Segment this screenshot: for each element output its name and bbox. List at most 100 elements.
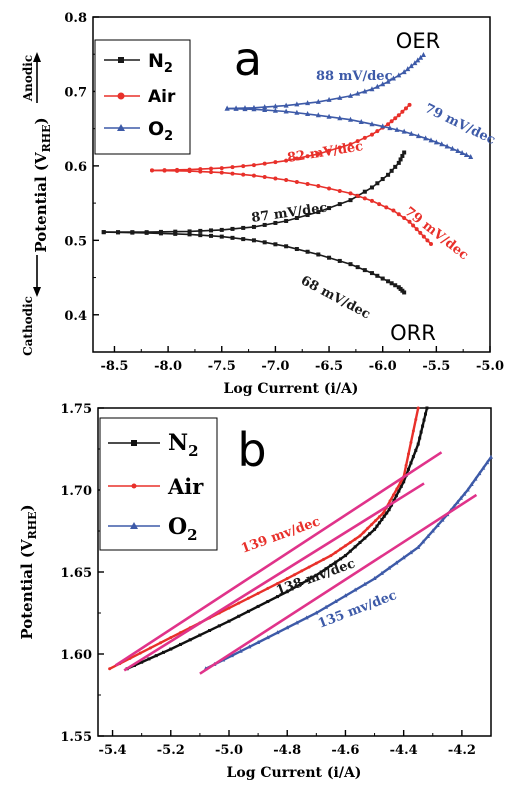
data-point [377, 202, 382, 207]
x-tick-label: -8.0 [154, 359, 182, 374]
data-point [241, 164, 246, 169]
data-point [284, 178, 289, 183]
data-point [233, 105, 239, 111]
data-point [283, 108, 289, 114]
legend-entry-o2: O2 [108, 514, 198, 544]
data-point [380, 518, 384, 522]
data-point [262, 240, 267, 245]
data-point [187, 232, 192, 237]
data-point [273, 242, 278, 247]
y-tick-label: 0.6 [64, 160, 87, 175]
cathodic-arrow [33, 255, 41, 297]
data-point [108, 667, 112, 671]
data-point [401, 128, 407, 134]
panel-a-plot-frame [92, 16, 491, 353]
data-point [459, 149, 465, 155]
data-point [198, 233, 203, 238]
y-tick-label: 0.4 [64, 309, 87, 324]
data-point [316, 252, 321, 257]
data-point [375, 181, 380, 186]
data-point [389, 281, 394, 286]
data-point [393, 164, 398, 169]
data-point [198, 228, 203, 233]
data-point [362, 530, 366, 534]
data-point [415, 57, 421, 63]
data-point [262, 104, 268, 110]
x-tick-label: -4.4 [390, 743, 418, 758]
data-point [329, 554, 333, 558]
data-point [375, 273, 380, 278]
data-point [425, 406, 429, 410]
data-point [230, 226, 235, 231]
data-point [285, 590, 289, 594]
data-point [405, 66, 411, 72]
data-point [379, 570, 384, 575]
data-point [425, 533, 430, 538]
data-point [343, 544, 347, 548]
data-point [148, 646, 152, 650]
data-point [366, 526, 370, 530]
data-point [388, 499, 392, 503]
series-line [151, 104, 411, 172]
data-point [396, 113, 401, 118]
panel-a-legend: N2 Air O2 [94, 39, 191, 155]
data-point [408, 63, 414, 69]
data-point [412, 60, 418, 66]
data-point [219, 227, 224, 232]
data-point [411, 455, 415, 459]
data-point [209, 233, 214, 238]
data-point [337, 94, 343, 100]
data-point [343, 593, 348, 598]
x-tick-label: -4.2 [448, 743, 476, 758]
data-point [339, 547, 343, 551]
data-point [314, 573, 318, 577]
data-point [348, 540, 352, 544]
panel-b-series [108, 406, 493, 675]
data-point [386, 122, 391, 127]
data-point [348, 92, 354, 98]
data-point [265, 635, 270, 640]
data-point [408, 130, 414, 136]
data-point [418, 230, 423, 235]
data-point [159, 641, 163, 645]
data-point [309, 576, 313, 580]
data-point [315, 98, 321, 104]
data-point [389, 119, 394, 124]
data-point [421, 539, 426, 544]
data-point [430, 528, 435, 533]
data-point [251, 163, 256, 168]
data-point [208, 628, 212, 632]
data-point [315, 112, 321, 118]
data-point [409, 440, 413, 444]
data-point [162, 168, 167, 173]
data-point [415, 133, 421, 139]
panel-b-legend: N2 Air O2 [99, 417, 218, 551]
data-point [241, 172, 246, 177]
data-point [481, 465, 486, 470]
data-point [294, 109, 300, 115]
panel-a-letter: a [234, 32, 262, 86]
data-point [217, 624, 221, 628]
data-point [337, 115, 343, 121]
data-point [227, 606, 231, 610]
data-point [334, 550, 338, 554]
data-point [398, 157, 403, 162]
data-point [458, 495, 463, 500]
data-point [363, 536, 367, 540]
data-point [407, 452, 411, 456]
data-point [401, 555, 406, 560]
data-point [219, 170, 224, 175]
data-point [393, 116, 398, 121]
panel-a-annotation: 68 mV/dec [298, 273, 373, 322]
panel-b-axes: -5.4 -5.2 -5.0 -4.8 -4.6 -4.4 -4.2 1.55 1.60 1.65… [60, 402, 476, 758]
legend-label: O [148, 118, 164, 140]
data-point [348, 116, 354, 122]
data-point [409, 461, 413, 465]
data-point [377, 515, 381, 519]
data-point [230, 235, 235, 240]
orr-label: ORR [390, 321, 436, 345]
data-point [290, 587, 294, 591]
data-point [229, 653, 234, 658]
data-point [305, 100, 311, 106]
data-point [411, 429, 415, 433]
